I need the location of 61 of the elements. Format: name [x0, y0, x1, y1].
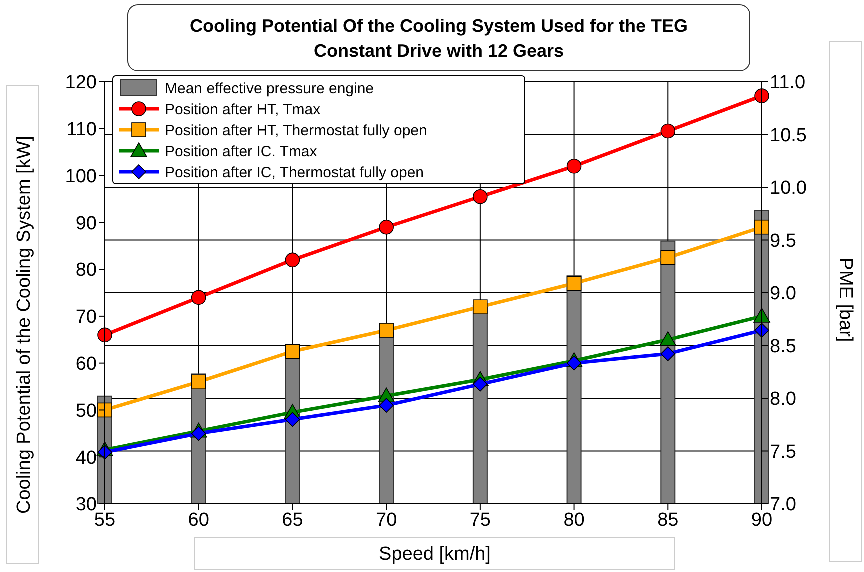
x-tick-label: 80: [564, 510, 585, 531]
point: [285, 412, 300, 427]
point: [660, 250, 676, 266]
point: [98, 402, 112, 418]
y-tick-label: 110: [66, 120, 97, 141]
point: [285, 344, 300, 360]
y2-axis-title: PME [bar]: [835, 258, 856, 342]
point: [191, 290, 206, 306]
y2-tick-label: 9.0: [770, 284, 796, 305]
point: [473, 377, 488, 392]
y2-tick-label: 10.5: [770, 125, 807, 146]
y2-tick-label: 9.5: [770, 230, 796, 252]
y-tick-label: 100: [65, 166, 97, 188]
point: [285, 252, 300, 268]
point: [566, 159, 582, 174]
point: [660, 331, 677, 346]
point: [473, 300, 488, 314]
y-axis-title: Cooling Potential of the Cooling System [kW]: [14, 136, 35, 514]
point: [660, 124, 676, 139]
point: [566, 276, 582, 292]
y-tick-label: 30: [76, 494, 97, 516]
x-tick-label: 75: [470, 510, 491, 531]
legend-label: Mean effective pressure engine: [165, 80, 374, 98]
y-tick-label: 60: [76, 354, 97, 375]
point: [379, 398, 394, 413]
x-tick-label: 60: [188, 510, 210, 531]
point: [754, 88, 770, 104]
y-tick-label: 120: [65, 72, 97, 94]
y2-tick-label: 7.0: [770, 494, 796, 516]
legend-label: Position after IC. Tmax: [165, 143, 318, 160]
x-tick-label: 55: [94, 510, 116, 531]
x-tick-label: 85: [658, 510, 679, 531]
point: [660, 346, 676, 362]
y-tick-label: 80: [76, 260, 97, 282]
x-axis-title: Speed [km/h]: [379, 544, 491, 565]
y2-tick-label: 11.0: [770, 72, 806, 94]
point: [473, 189, 488, 204]
point: [754, 308, 770, 323]
point: [379, 220, 394, 235]
point: [566, 356, 582, 371]
y-tick-label: 70: [76, 307, 97, 328]
y2-tick-label: 7.5: [770, 442, 796, 463]
point: [191, 426, 206, 442]
y2-tick-label: 8.0: [770, 389, 796, 410]
y2-tick-label: 8.5: [770, 336, 796, 358]
point: [191, 374, 206, 390]
legend-label: Position after IC, Thermostat fully open: [165, 164, 424, 182]
legend-label: Position after HT, Thermostat fully open: [165, 122, 428, 140]
y2-tick-label: 10.0: [770, 178, 807, 200]
point: [98, 328, 112, 343]
chart-title: Cooling Potential Of the Cooling System Used for the TEG Constant Drive with 12 Gears: [190, 16, 688, 61]
y-tick-label: 40: [76, 448, 97, 469]
y-tick-label: 90: [76, 213, 97, 234]
point: [754, 220, 770, 235]
x-tick-label: 65: [282, 510, 304, 531]
x-tick-label: 70: [376, 510, 398, 531]
point: [379, 323, 394, 338]
y-tick-label: 50: [76, 400, 97, 422]
legend-label: Position after HT, Tmax: [165, 101, 322, 118]
x-tick-label: 90: [751, 510, 773, 531]
point: [754, 323, 770, 338]
